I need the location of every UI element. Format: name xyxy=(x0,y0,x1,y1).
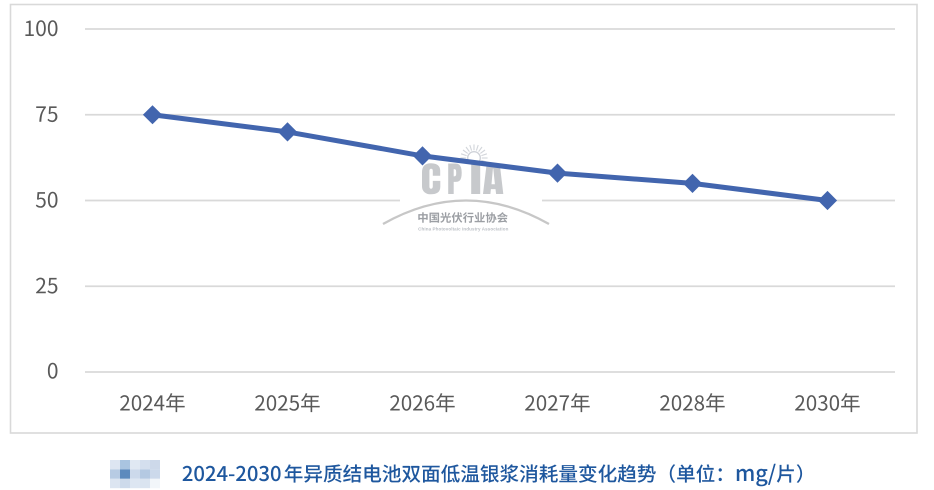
svg-text:China Photovoltaic Industry As: China Photovoltaic Industry Association xyxy=(418,227,508,232)
